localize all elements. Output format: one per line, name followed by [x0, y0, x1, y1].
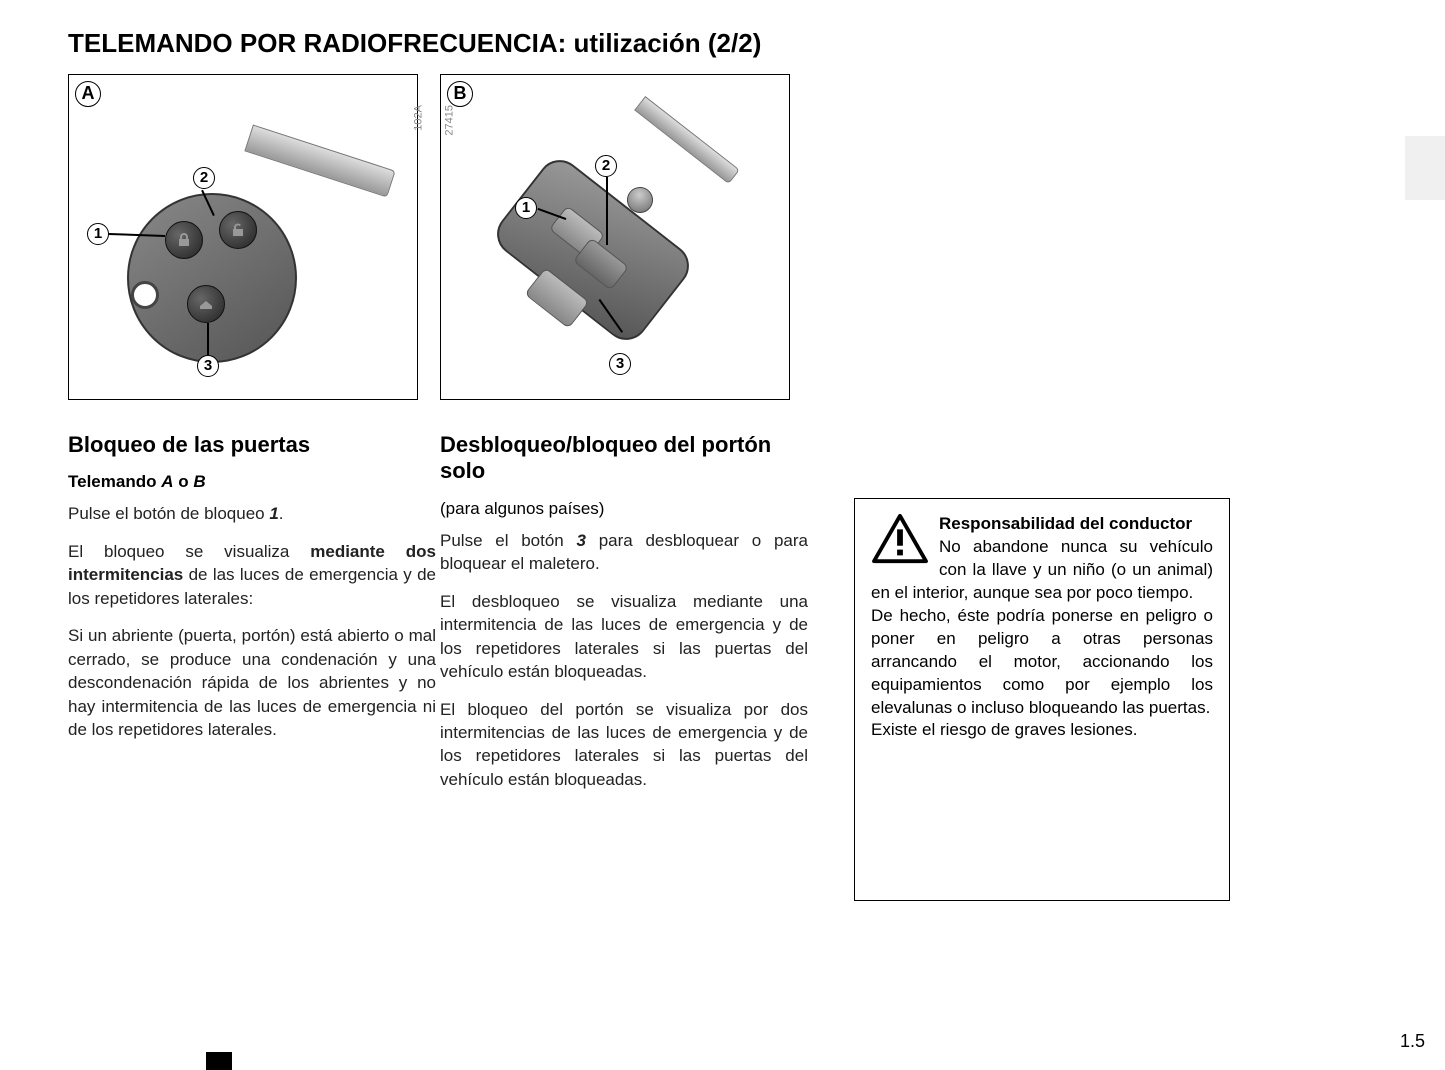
page-number: 1.5: [1400, 1031, 1425, 1052]
callout-line: [207, 323, 209, 355]
text: 1: [269, 504, 278, 523]
col-a-subheading: Telemando A o B: [68, 472, 436, 492]
figure-a-label: A: [75, 81, 101, 107]
figure-a: 102A A 1 2 3: [68, 74, 418, 400]
page-title: TELEMANDO POR RADIOFRECUENCIA: utilizaci…: [68, 28, 761, 59]
key-a-body: [127, 193, 297, 363]
col-a-p3: Si un abriente (puerta, portón) está abi…: [68, 624, 436, 741]
text: A: [161, 472, 173, 491]
lock-icon: [176, 232, 192, 248]
warning-icon: [871, 513, 929, 565]
col-a-p1: Pulse el botón de bloqueo 1.: [68, 502, 436, 525]
callout-b-3: 3: [609, 353, 631, 375]
col-a-p2: El bloqueo se visualiza mediante dos int…: [68, 540, 436, 610]
key-a-blade: [244, 125, 395, 198]
text: o: [173, 472, 193, 491]
trunk-icon: [198, 296, 214, 312]
text: 3: [577, 531, 586, 550]
figure-a-code: 102A: [413, 105, 425, 131]
warning-title: Responsabilidad del conductor: [939, 514, 1192, 533]
col-a-heading: Bloqueo de las puertas: [68, 432, 436, 458]
col-b-p3: El bloqueo del portón se visualiza por d…: [440, 698, 808, 792]
unlock-icon: [230, 222, 246, 238]
warning-line3: Existe el riesgo de graves lesiones.: [871, 720, 1137, 739]
callout-line: [606, 177, 608, 245]
callout-a-3: 3: [197, 355, 219, 377]
figure-b-code: 27415: [444, 105, 456, 136]
text: El bloqueo se visualiza: [68, 542, 310, 561]
text: Pulse el botón de bloqueo: [68, 504, 269, 523]
key-a-ring: [131, 281, 159, 309]
text: B: [193, 472, 205, 491]
col-b-p2: El desbloqueo se visualiza mediante una …: [440, 590, 808, 684]
key-a-button-1: [165, 221, 203, 259]
callout-b-2: 2: [595, 155, 617, 177]
col-b-p1: Pulse el botón 3 para desbloquear o para…: [440, 529, 808, 576]
section-tab: [1405, 136, 1445, 200]
text: .: [279, 504, 284, 523]
figure-b: 27415 B 1 2 3: [440, 74, 790, 400]
text: Pulse el botón: [440, 531, 577, 550]
warning-box: Responsabilidad del conductor No abandon…: [854, 498, 1230, 901]
callout-a-1: 1: [87, 223, 109, 245]
key-a-button-3: [187, 285, 225, 323]
callout-a-2: 2: [193, 167, 215, 189]
figure-b-label: B: [447, 81, 473, 107]
col-b-heading: Desbloqueo/bloqueo del portón solo: [440, 432, 808, 485]
col-b-note: (para algunos países): [440, 499, 808, 519]
crop-mark: [206, 1052, 232, 1070]
warning-line2: De hecho, éste podría ponerse en peligro…: [871, 606, 1213, 717]
text: Telemando: [68, 472, 161, 491]
callout-b-1: 1: [515, 197, 537, 219]
column-b: 27415 B 1 2 3 Desbloqueo/bloqueo del por…: [440, 74, 808, 805]
column-a: 102A A 1 2 3 Bloqueo de las puertas Tele…: [68, 74, 436, 755]
key-b-blade: [634, 96, 740, 184]
key-a-button-2: [219, 211, 257, 249]
